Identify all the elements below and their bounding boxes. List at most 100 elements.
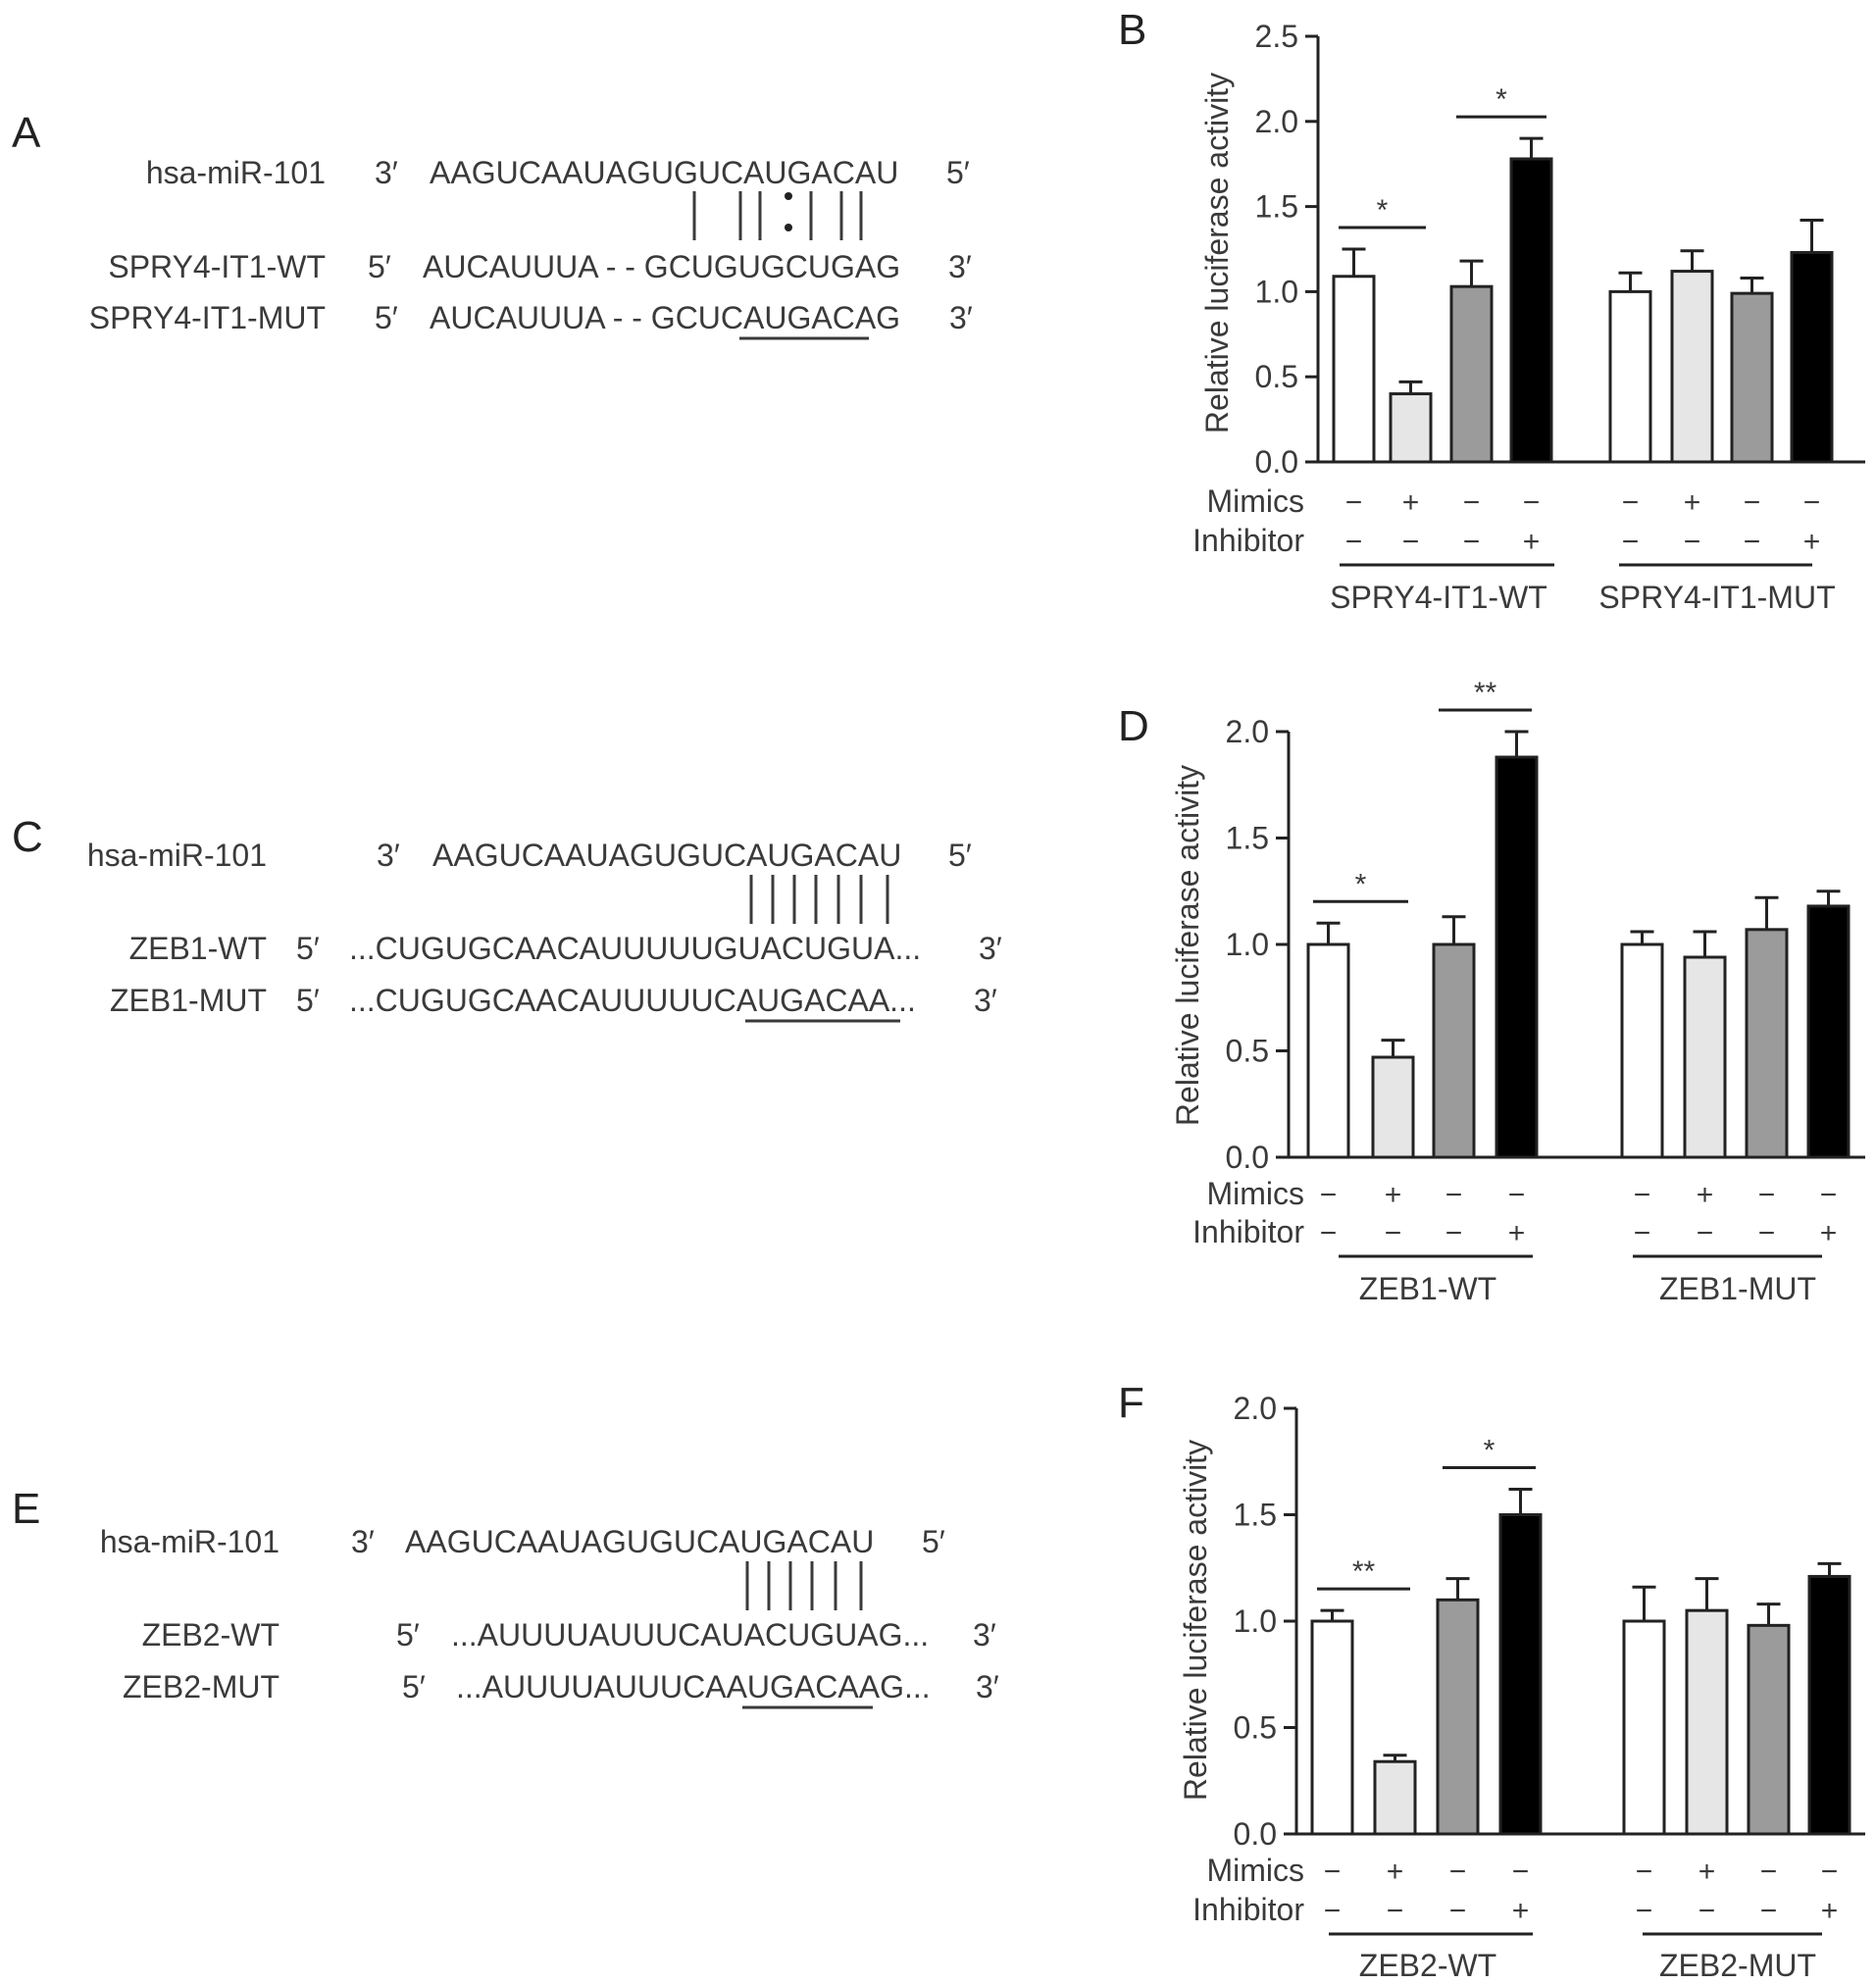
bar [1747, 1623, 1791, 1836]
bar [1608, 289, 1652, 464]
panel-letter-c: C [12, 813, 43, 861]
panel-letter-e: E [12, 1485, 40, 1533]
panel-c-sequence-alignment: C hsa-miR-101 3′ AAGUCAAUAGUGUCAUGACAU 5… [12, 813, 1002, 1023]
seq-sequence: ...AUUUUAUUUCAAUGACAAG... [456, 1669, 931, 1704]
y-tick-label: 0.0 [1234, 1816, 1277, 1852]
y-tick-label: 2.5 [1255, 19, 1298, 54]
seq-end-right: 5′ [948, 838, 972, 873]
treatment-row-label: Mimics [1206, 1176, 1304, 1211]
mimics-sign: + [1699, 1856, 1716, 1888]
mimics-sign: − [1324, 1856, 1342, 1888]
mimics-sign: + [1697, 1179, 1714, 1211]
y-tick-label: 0.5 [1234, 1710, 1277, 1746]
seq-row-name: hsa-miR-101 [87, 838, 267, 873]
seq-sequence: AAGUCAAUAGUGUCAUGACAU [432, 838, 901, 873]
bar [1389, 392, 1433, 464]
bar [1373, 1759, 1417, 1836]
seq-end-left: 5′ [296, 983, 320, 1018]
bar [1332, 275, 1376, 464]
significance-stars: ** [1474, 677, 1497, 709]
bar [1790, 250, 1834, 464]
treatment-row-label: Mimics [1206, 1853, 1304, 1888]
bar [1745, 928, 1789, 1159]
seq-end-left: 5′ [402, 1669, 426, 1704]
inhibitor-sign: − [1699, 1895, 1716, 1927]
mimics-sign: + [1684, 486, 1701, 519]
inhibitor-sign: − [1324, 1895, 1342, 1927]
seq-sequence: AAGUCAAUAGUGUCAUGACAU [430, 155, 898, 190]
bar [1807, 1574, 1851, 1836]
mimics-sign: − [1463, 486, 1481, 519]
inhibitor-sign: − [1463, 526, 1481, 558]
mimics-sign: + [1387, 1856, 1404, 1888]
bar [1622, 1619, 1666, 1836]
inhibitor-sign: − [1744, 526, 1761, 558]
panel-letter-d: D [1118, 702, 1149, 750]
mimics-sign: − [1622, 486, 1640, 519]
y-tick-label: 0.5 [1226, 1034, 1269, 1069]
seq-end-left: 3′ [351, 1524, 375, 1559]
significance-stars: ** [1352, 1555, 1376, 1588]
seq-end-left: 5′ [368, 249, 391, 284]
y-axis-label: Relative luciferase activity [1170, 765, 1205, 1126]
seq-row-name: ZEB1-WT [129, 931, 267, 966]
seq-end-right: 3′ [974, 983, 997, 1018]
y-tick-label: 1.5 [1226, 821, 1269, 856]
y-tick-label: 1.5 [1234, 1498, 1277, 1533]
seq-end-right: 5′ [922, 1524, 945, 1559]
seq-row-name: hsa-miR-101 [100, 1524, 279, 1559]
mimics-sign: − [1508, 1179, 1526, 1211]
bar [1683, 955, 1727, 1159]
significance-stars: * [1355, 868, 1367, 900]
mimics-sign: − [1821, 1856, 1839, 1888]
inhibitor-sign: − [1402, 526, 1420, 558]
inhibitor-sign: − [1385, 1217, 1402, 1249]
mimics-sign: − [1512, 1856, 1530, 1888]
seq-end-right: 5′ [946, 155, 970, 190]
y-tick-label: 0.0 [1226, 1140, 1269, 1175]
group-label: SPRY4-IT1-WT [1330, 580, 1547, 615]
inhibitor-sign: − [1760, 1895, 1778, 1927]
seq-row-name: ZEB1-MUT [110, 983, 267, 1018]
mimics-sign: − [1320, 1179, 1338, 1211]
group-label: SPRY4-IT1-MUT [1598, 580, 1835, 615]
treatment-row-label: Inhibitor [1192, 1214, 1304, 1249]
seq-sequence: AUCAUUUA - - GCUCAUGACAG [430, 300, 900, 335]
significance-stars: * [1484, 1434, 1496, 1466]
y-axis-label: Relative luciferase activity [1199, 73, 1235, 433]
bar [1371, 1055, 1415, 1159]
treatment-row-label: Mimics [1206, 483, 1304, 519]
mimics-sign: − [1523, 486, 1541, 519]
panel-letter-b: B [1118, 6, 1146, 54]
y-tick-label: 0.0 [1255, 444, 1298, 480]
seq-sequence: ...CUGUGCAACAUUUUUCAUGACAA... [349, 983, 916, 1018]
y-tick-label: 2.0 [1255, 104, 1298, 139]
significance-stars: * [1377, 194, 1389, 227]
y-tick-label: 1.0 [1234, 1603, 1277, 1639]
bar [1310, 1619, 1354, 1836]
seq-sequence: AUCAUUUA - - GCUGUGCUGAG [423, 249, 900, 284]
inhibitor-sign: − [1445, 1217, 1463, 1249]
seq-row-name: ZEB2-WT [142, 1617, 279, 1653]
group-label: ZEB2-MUT [1659, 1948, 1816, 1983]
inhibitor-sign: + [1508, 1217, 1526, 1249]
inhibitor-sign: + [1512, 1895, 1530, 1927]
mimics-sign: − [1634, 1179, 1651, 1211]
seq-end-right: 3′ [949, 300, 973, 335]
inhibitor-sign: + [1803, 526, 1821, 558]
bar [1730, 291, 1774, 464]
panel-letter-f: F [1118, 1379, 1144, 1427]
panel-letter-a: A [12, 109, 41, 157]
seq-sequence: ...AUUUUAUUUCAUACUGUAG... [451, 1617, 929, 1653]
y-tick-label: 2.0 [1226, 714, 1269, 749]
bar [1449, 284, 1494, 464]
wobble-pair-colon [785, 192, 792, 231]
y-tick-label: 2.0 [1234, 1391, 1277, 1426]
inhibitor-sign: − [1758, 1217, 1776, 1249]
mimics-sign: + [1402, 486, 1420, 519]
panel-a-sequence-alignment: A hsa-miR-101 3′ AAGUCAAUAGUGUCAUGACAU 5… [12, 109, 973, 340]
inhibitor-sign: − [1634, 1217, 1651, 1249]
seq-row-name: SPRY4-IT1-WT [108, 249, 326, 284]
bar [1685, 1608, 1729, 1836]
